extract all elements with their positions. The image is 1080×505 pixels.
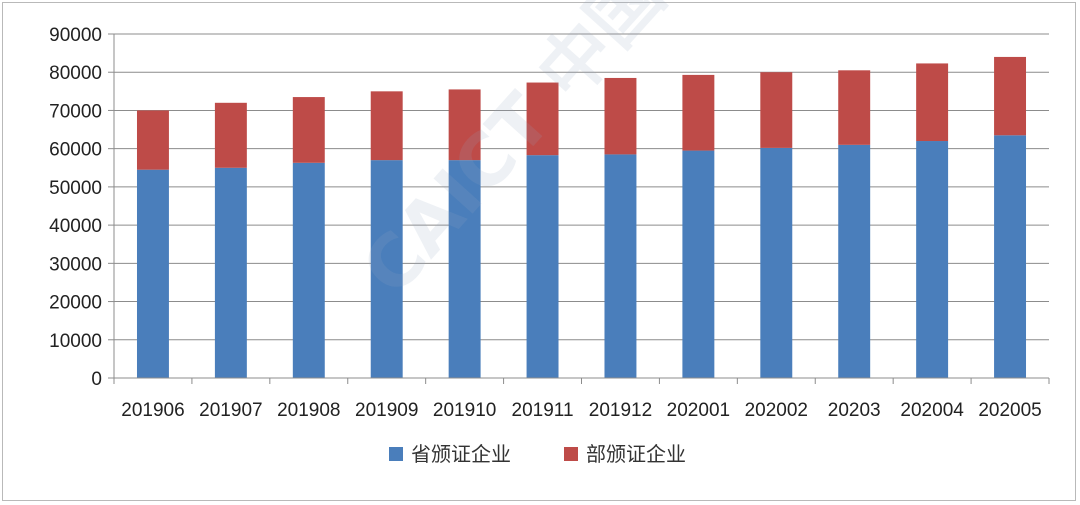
legend-label: 省颁证企业 xyxy=(411,442,511,466)
bar-segment xyxy=(760,147,793,378)
bar-segment xyxy=(370,160,403,378)
bar-segment xyxy=(838,70,871,145)
y-tick-labels: 0 10000 20000 30000 40000 50000 60000 70000 8000… xyxy=(49,25,102,390)
y-tick-label: 90000 xyxy=(49,25,102,46)
legend-swatch xyxy=(564,447,578,461)
x-tick-label: 201910 xyxy=(433,400,496,421)
y-tick-label: 80000 xyxy=(49,63,102,84)
bar-segment xyxy=(916,63,949,142)
bar-segment xyxy=(682,150,715,378)
bar-segment xyxy=(292,162,325,378)
bar-segment xyxy=(448,89,481,161)
bar-segment xyxy=(370,91,403,161)
bar-segment xyxy=(994,135,1027,378)
bar-segment xyxy=(604,154,637,378)
bars xyxy=(136,56,1027,378)
x-tick-label: 202001 xyxy=(667,400,730,421)
stacked-bar-chart: 0 10000 20000 30000 40000 50000 60000 70000 8000… xyxy=(49,25,1050,466)
y-tick-label: 30000 xyxy=(49,254,102,275)
bar-segment xyxy=(448,160,481,378)
legend-label: 部颁证企业 xyxy=(586,442,686,466)
legend: 省颁证企业 部颁证企业 xyxy=(389,442,686,466)
bar-segment xyxy=(136,110,169,170)
y-tick-label: 20000 xyxy=(49,293,102,314)
bar-segment xyxy=(994,56,1027,136)
axes xyxy=(113,34,1050,384)
bar-segment xyxy=(916,141,949,378)
bar-segment xyxy=(526,155,559,378)
x-tick-label: 201906 xyxy=(121,400,184,421)
x-tick-label: 201908 xyxy=(277,400,340,421)
bar-segment xyxy=(760,72,793,148)
x-tick-label: 20203 xyxy=(828,400,881,421)
bar-segment xyxy=(136,169,169,378)
y-tick-label: 40000 xyxy=(49,216,102,237)
bar-segment xyxy=(214,167,247,378)
y-tick-label: 70000 xyxy=(49,101,102,122)
x-tick-label: 202002 xyxy=(745,400,808,421)
bar-segment xyxy=(214,102,247,168)
x-tick-label: 201911 xyxy=(512,400,574,421)
bar-segment xyxy=(292,97,325,163)
x-tick-label: 202005 xyxy=(978,400,1041,421)
x-tick-label: 201912 xyxy=(589,400,652,421)
x-tick-label: 201907 xyxy=(199,400,262,421)
y-tick-label: 0 xyxy=(91,369,102,390)
x-tick-label: 202004 xyxy=(900,400,964,421)
bar-segment xyxy=(604,77,637,155)
legend-swatch xyxy=(389,447,403,461)
y-tick-label: 50000 xyxy=(49,178,102,199)
bar-segment xyxy=(838,144,871,378)
bar-segment xyxy=(682,74,715,151)
x-tick-label: 201909 xyxy=(355,400,418,421)
y-tick-label: 10000 xyxy=(49,331,102,352)
x-tick-labels: 201906 201907 201908 201909 201910 201911 2019… xyxy=(121,400,1041,421)
bar-segment xyxy=(526,82,559,156)
gridlines xyxy=(108,33,1049,379)
y-tick-label: 60000 xyxy=(49,140,102,161)
